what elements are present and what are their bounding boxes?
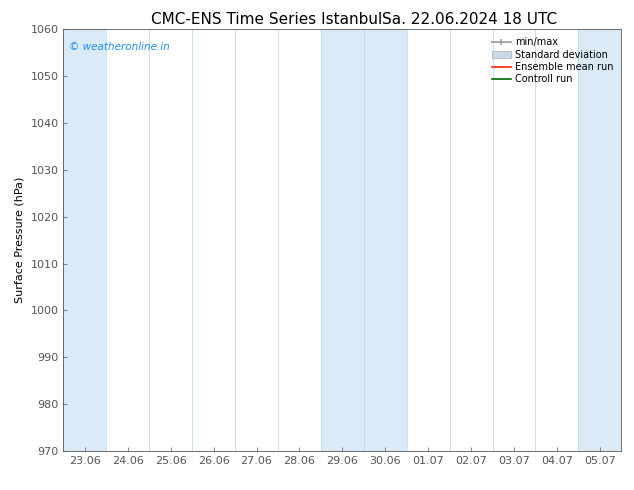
Bar [578, 29, 621, 451]
Text: Sa. 22.06.2024 18 UTC: Sa. 22.06.2024 18 UTC [382, 12, 557, 27]
Legend: min/max, Standard deviation, Ensemble mean run, Controll run: min/max, Standard deviation, Ensemble me… [489, 34, 616, 87]
Bar [364, 29, 407, 451]
Bar [321, 29, 364, 451]
Bar [63, 29, 107, 451]
Text: CMC-ENS Time Series Istanbul: CMC-ENS Time Series Istanbul [151, 12, 382, 27]
Text: © weatheronline.in: © weatheronline.in [69, 42, 170, 52]
Y-axis label: Surface Pressure (hPa): Surface Pressure (hPa) [15, 177, 25, 303]
